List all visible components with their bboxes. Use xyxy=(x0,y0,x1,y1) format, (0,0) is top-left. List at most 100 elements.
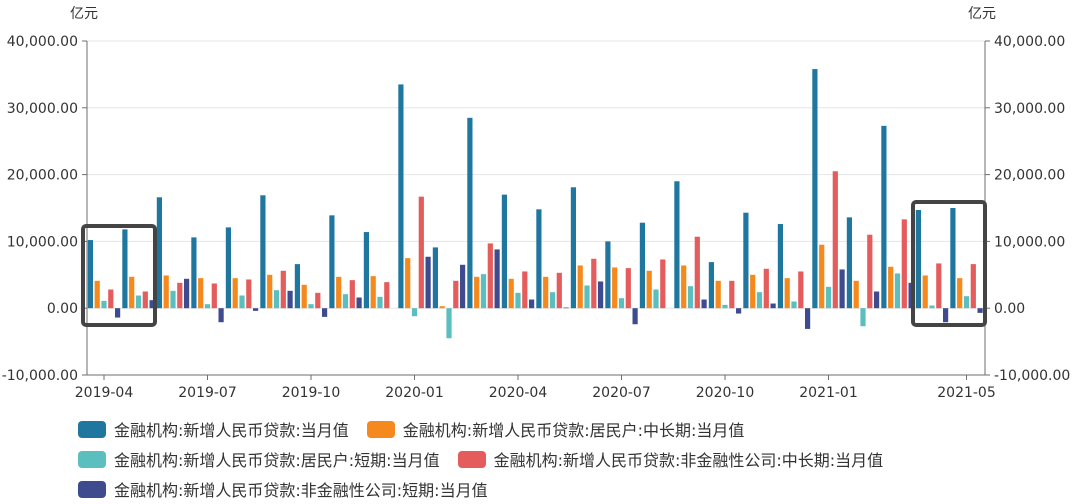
bar xyxy=(425,256,431,309)
bar xyxy=(950,208,956,309)
bar xyxy=(156,197,162,309)
bar xyxy=(439,306,445,309)
bar xyxy=(411,308,418,317)
bar xyxy=(812,69,818,309)
bar xyxy=(743,212,749,309)
bar xyxy=(204,304,211,309)
bar xyxy=(536,209,542,309)
bar xyxy=(198,278,204,309)
bar xyxy=(798,271,804,309)
bar xyxy=(805,308,811,329)
y-tick-label-right: -10,000.00 xyxy=(994,368,1070,384)
y-tick-label-right: 30,000.00 xyxy=(994,101,1065,117)
bar xyxy=(87,240,93,309)
bar xyxy=(384,282,390,309)
bar xyxy=(791,301,797,309)
x-tick-label: 2020-07 xyxy=(592,385,651,401)
bar xyxy=(432,247,438,309)
legend-item-series-5[interactable]: 金融机构:新增人民币贷款:非金融性公司:短期:当月值 xyxy=(78,477,488,501)
bar xyxy=(142,291,148,309)
bar xyxy=(577,265,583,309)
bar xyxy=(218,308,224,323)
legend-swatch xyxy=(78,480,106,498)
x-tick-label: 2019-10 xyxy=(282,385,341,401)
bar xyxy=(122,229,128,309)
y-axis-left-unit: 亿元 xyxy=(70,6,98,22)
highlight-box-left xyxy=(81,224,157,327)
bar xyxy=(839,269,845,309)
bar xyxy=(501,194,507,309)
bar xyxy=(253,308,259,311)
bar xyxy=(349,280,355,309)
bar xyxy=(225,227,231,309)
bar xyxy=(853,280,859,309)
legend-swatch xyxy=(457,450,486,468)
bar xyxy=(763,268,769,309)
bar xyxy=(957,278,963,309)
bar xyxy=(819,244,825,309)
legend-row-1: 金融机构:新增人民币贷款:当月值 金融机构:新增人民币贷款:居民户:中长期:当月… xyxy=(78,414,1068,444)
bar xyxy=(342,294,349,309)
bars-layer xyxy=(87,69,983,339)
bar xyxy=(273,290,280,309)
legend-swatch xyxy=(78,420,106,438)
highlight-box-right xyxy=(911,200,987,327)
bar xyxy=(715,280,721,309)
legend-item-series-1[interactable]: 金融机构:新增人民币贷款:当月值 xyxy=(78,417,349,441)
bar xyxy=(770,303,776,309)
bar xyxy=(832,171,838,309)
legend-swatch xyxy=(366,420,395,438)
highlight-layer xyxy=(81,200,987,327)
bar xyxy=(612,267,618,309)
x-tick-label: 2019-07 xyxy=(178,385,237,401)
bar xyxy=(618,298,625,309)
bar xyxy=(936,263,942,309)
bar xyxy=(929,305,935,309)
x-tick-label: 2020-10 xyxy=(696,385,755,401)
bar xyxy=(211,283,217,309)
bar xyxy=(708,262,714,309)
bar xyxy=(163,275,169,309)
bar xyxy=(846,217,852,309)
bar xyxy=(370,276,376,309)
legend-item-series-3[interactable]: 金融机构:新增人民币贷款:居民户:短期:当月值 xyxy=(78,447,440,471)
bar xyxy=(480,274,487,309)
legend-item-series-4[interactable]: 金融机构:新增人民币贷款:非金融性公司:中长期:当月值 xyxy=(457,447,883,471)
bar xyxy=(549,292,556,309)
bar xyxy=(377,296,383,309)
bar xyxy=(405,258,411,309)
bar xyxy=(729,280,735,309)
bar xyxy=(901,219,907,309)
bar xyxy=(881,125,887,309)
bar xyxy=(246,279,252,309)
bar xyxy=(653,289,659,309)
legend-row-3: 金融机构:新增人民币贷款:非金融性公司:短期:当月值 xyxy=(78,474,1068,504)
grid-layer xyxy=(87,40,985,376)
bar xyxy=(135,295,142,309)
bar xyxy=(722,304,728,309)
bar xyxy=(860,308,866,327)
bar xyxy=(963,296,970,309)
legend-label: 金融机构:新增人民币贷款:居民户:短期:当月值 xyxy=(114,451,440,470)
bar xyxy=(556,272,562,309)
bar xyxy=(632,308,638,325)
bar xyxy=(584,285,590,309)
legend-row-2: 金融机构:新增人民币贷款:居民户:短期:当月值 金融机构:新增人民币贷款:非金融… xyxy=(78,444,1068,474)
legend-item-series-2[interactable]: 金融机构:新增人民币贷款:居民户:中长期:当月值 xyxy=(366,417,744,441)
bar xyxy=(453,280,459,309)
y-tick-label-left: 0.00 xyxy=(47,301,78,317)
bar xyxy=(170,290,176,309)
bar xyxy=(308,304,314,309)
bar xyxy=(874,291,880,309)
bar xyxy=(232,278,238,309)
bar xyxy=(888,266,894,309)
bar xyxy=(570,187,576,309)
bar xyxy=(336,276,342,309)
bar xyxy=(287,290,293,309)
bar xyxy=(487,243,493,309)
bar xyxy=(149,300,155,309)
bar xyxy=(825,286,832,309)
bar xyxy=(736,308,742,314)
bar xyxy=(467,117,473,309)
